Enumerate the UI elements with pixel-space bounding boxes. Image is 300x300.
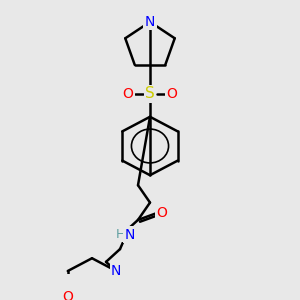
Text: N: N: [125, 227, 135, 242]
Text: O: O: [123, 87, 134, 101]
Text: N: N: [111, 264, 122, 278]
Text: O: O: [157, 206, 167, 220]
Text: O: O: [167, 87, 177, 101]
Text: S: S: [145, 86, 155, 101]
Text: H: H: [115, 228, 125, 241]
Text: O: O: [62, 290, 73, 300]
Text: N: N: [145, 15, 155, 29]
